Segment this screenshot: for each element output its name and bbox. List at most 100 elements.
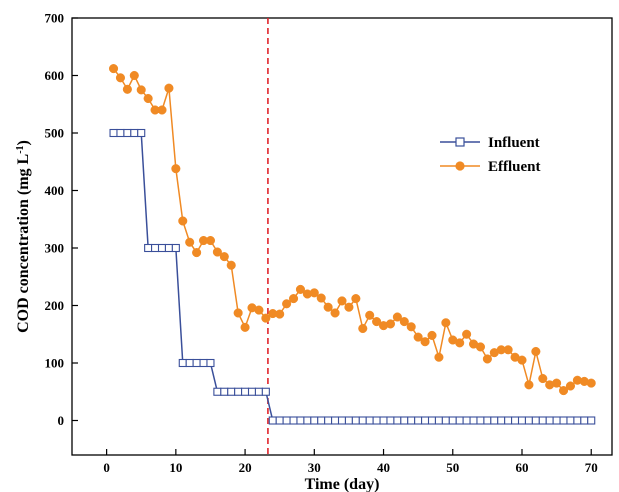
influent-point (393, 416, 402, 425)
y-tick-label: 0 (58, 413, 65, 428)
effluent-point (392, 312, 402, 322)
influent-point (511, 416, 520, 425)
influent-point (386, 416, 395, 425)
effluent-point (462, 329, 472, 339)
influent-point (123, 128, 132, 138)
effluent-point (115, 73, 126, 83)
effluent-point (171, 164, 181, 174)
influent-point (164, 243, 173, 253)
influent-point (261, 387, 270, 396)
effluent-point (337, 296, 347, 306)
x-tick-label: 10 (169, 460, 182, 475)
effluent-point (420, 337, 430, 347)
effluent-point (565, 381, 576, 391)
influent-point (573, 416, 582, 425)
legend: Influent Effluent (440, 135, 541, 175)
y-tick-label: 600 (45, 68, 65, 83)
influent-point (310, 416, 319, 425)
effluent-point (385, 319, 396, 329)
effluent-point (233, 308, 243, 318)
effluent-point (524, 380, 534, 390)
legend-marker-effluent (455, 161, 465, 171)
influent-point (441, 416, 450, 425)
influent-point (275, 416, 284, 425)
effluent-point (185, 237, 195, 247)
influent-point (372, 416, 381, 425)
effluent-point (316, 293, 326, 303)
effluent-point (157, 105, 167, 115)
y-axis-title-tail: ) (15, 140, 32, 145)
influent-point (365, 416, 374, 425)
influent-point (213, 387, 222, 396)
influent-point (358, 416, 367, 425)
effluent-point (552, 378, 562, 388)
influent-point (462, 416, 471, 425)
influent-point (324, 416, 333, 425)
influent-point (220, 387, 229, 396)
influent-point (427, 416, 437, 425)
effluent-point (538, 373, 548, 384)
influent-point (234, 387, 243, 396)
effluent-line (112, 68, 592, 392)
effluent-point (136, 85, 146, 95)
influent-point (504, 416, 513, 425)
effluent-point (212, 247, 222, 257)
influent-point (192, 358, 201, 368)
effluent-point (295, 284, 306, 294)
y-tick-label: 500 (45, 126, 65, 141)
effluent-point (399, 317, 409, 327)
influent-point (531, 416, 540, 425)
influent-point (268, 416, 277, 425)
influent-point (130, 128, 139, 138)
influent-point (254, 387, 263, 396)
influent-point (414, 416, 423, 425)
effluent-point (143, 93, 153, 104)
influent-point (587, 416, 596, 425)
effluent-point (413, 332, 423, 342)
x-tick-label: 40 (377, 460, 390, 475)
y-tick-label: 200 (45, 298, 65, 313)
influent-point (434, 416, 443, 425)
influent-point (490, 416, 499, 425)
influent-point (289, 416, 298, 425)
influent-point (303, 416, 312, 425)
effluent-point (122, 84, 132, 94)
influent-point (407, 416, 416, 425)
influent-point (538, 416, 547, 425)
influent-point (109, 128, 118, 138)
influent-point (524, 416, 533, 425)
influent-point (241, 387, 250, 396)
influent-point (552, 416, 561, 425)
y-axis-title-main: COD concentration (mg L (15, 154, 32, 333)
plot-area-border (71, 17, 613, 456)
influent-point (497, 416, 506, 425)
effluent-point (240, 322, 250, 332)
influent-line (113, 132, 592, 422)
legend-label-influent: Influent (488, 135, 540, 151)
influent-point (296, 416, 305, 425)
effluent-point (475, 342, 486, 352)
influent-point (151, 243, 160, 253)
influent-point (157, 243, 167, 253)
influent-point (116, 128, 125, 138)
series-layer (108, 64, 596, 425)
plot-frame-layer (71, 17, 613, 456)
effluent-point (178, 216, 188, 226)
influent-point (379, 416, 388, 425)
effluent-point (323, 302, 333, 312)
influent-point (344, 416, 353, 425)
effluent-point (586, 378, 596, 388)
series-effluent (108, 64, 596, 396)
effluent-point (288, 294, 299, 304)
y-axis-title-superscript: -1 (15, 145, 26, 153)
effluent-point (365, 310, 375, 320)
influent-point (227, 387, 236, 396)
effluent-point (531, 346, 541, 357)
influent-point (282, 416, 291, 425)
influent-point (455, 416, 464, 425)
effluent-point (351, 294, 361, 304)
y-tick-label: 700 (45, 11, 65, 26)
influent-point (545, 416, 554, 425)
